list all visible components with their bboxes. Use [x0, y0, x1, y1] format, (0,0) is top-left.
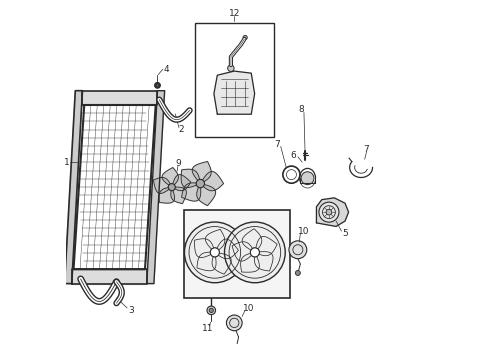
Polygon shape: [205, 229, 225, 252]
Polygon shape: [195, 239, 215, 257]
Text: 6: 6: [291, 151, 296, 160]
Text: 8: 8: [298, 105, 304, 114]
Text: 2: 2: [178, 126, 184, 135]
Polygon shape: [197, 252, 216, 271]
Polygon shape: [215, 239, 239, 259]
Polygon shape: [65, 91, 82, 284]
Polygon shape: [181, 169, 200, 188]
Polygon shape: [200, 171, 223, 191]
Text: 3: 3: [128, 306, 134, 315]
Text: 10: 10: [298, 228, 310, 237]
Polygon shape: [196, 184, 216, 206]
Polygon shape: [172, 175, 191, 191]
Text: 11: 11: [202, 324, 214, 333]
Polygon shape: [159, 187, 174, 203]
Polygon shape: [255, 237, 277, 256]
Polygon shape: [182, 183, 201, 201]
Text: 7: 7: [364, 145, 369, 154]
Circle shape: [211, 248, 219, 257]
Polygon shape: [153, 177, 172, 193]
Polygon shape: [212, 252, 231, 274]
Polygon shape: [82, 91, 157, 105]
Circle shape: [301, 172, 314, 185]
Polygon shape: [171, 187, 186, 204]
Circle shape: [224, 222, 285, 283]
Text: 7: 7: [274, 140, 280, 149]
Polygon shape: [162, 167, 178, 187]
Circle shape: [289, 241, 307, 259]
Polygon shape: [242, 229, 262, 252]
Polygon shape: [147, 91, 165, 284]
Polygon shape: [232, 242, 255, 261]
Polygon shape: [214, 71, 255, 114]
Circle shape: [326, 209, 332, 215]
Text: 5: 5: [342, 229, 348, 238]
Circle shape: [184, 222, 245, 283]
Text: 10: 10: [243, 304, 254, 313]
Circle shape: [226, 315, 242, 331]
Bar: [195, 23, 273, 137]
Circle shape: [250, 248, 259, 257]
Bar: [184, 210, 290, 298]
Circle shape: [250, 248, 259, 257]
Polygon shape: [192, 162, 211, 184]
Circle shape: [228, 65, 234, 71]
Text: 12: 12: [229, 9, 240, 18]
Circle shape: [209, 308, 214, 312]
Circle shape: [207, 306, 216, 315]
Circle shape: [295, 270, 300, 275]
Text: 1: 1: [64, 158, 69, 167]
Circle shape: [156, 84, 159, 87]
Circle shape: [168, 184, 175, 191]
Polygon shape: [317, 198, 348, 226]
Circle shape: [196, 179, 204, 188]
Polygon shape: [72, 269, 147, 284]
Text: 9: 9: [175, 159, 181, 168]
Circle shape: [319, 202, 339, 222]
Circle shape: [210, 248, 220, 257]
Circle shape: [155, 82, 160, 88]
Polygon shape: [241, 252, 259, 272]
Circle shape: [243, 35, 247, 40]
Text: 4: 4: [164, 65, 169, 74]
Polygon shape: [254, 252, 273, 271]
